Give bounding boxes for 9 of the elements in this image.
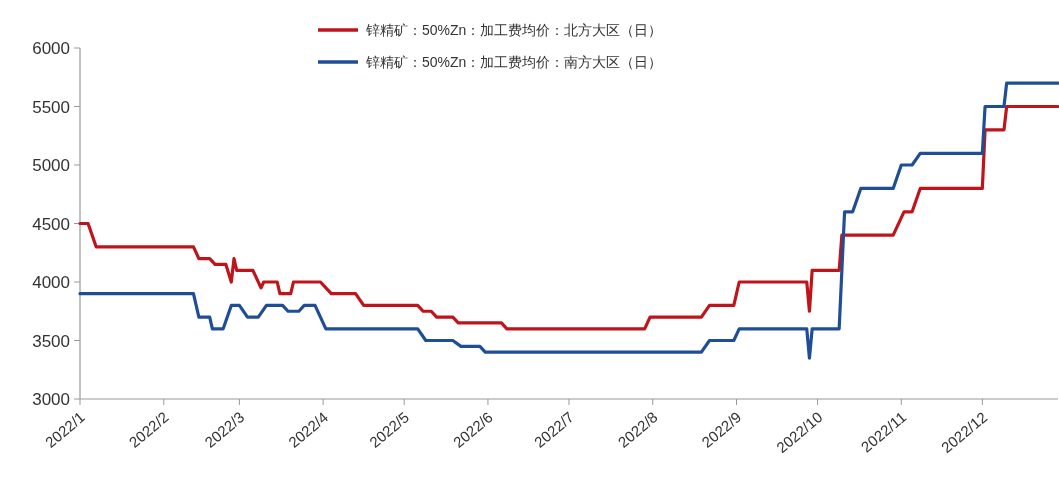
y-tick-label: 5000: [32, 156, 70, 175]
y-tick-label: 5500: [32, 97, 70, 117]
y-tick-label: 3000: [32, 390, 70, 409]
legend-label: 锌精矿：50%Zn：加工费均价：北方大区（日）: [366, 22, 663, 38]
y-tick-label: 3500: [32, 331, 70, 351]
y-tick-label: 6000: [32, 39, 70, 58]
y-tick-label: 4500: [32, 214, 70, 234]
y-tick-label: 4000: [32, 273, 70, 292]
legend-label: 锌精矿：50%Zn：加工费均价：南方大区（日）: [366, 54, 663, 70]
